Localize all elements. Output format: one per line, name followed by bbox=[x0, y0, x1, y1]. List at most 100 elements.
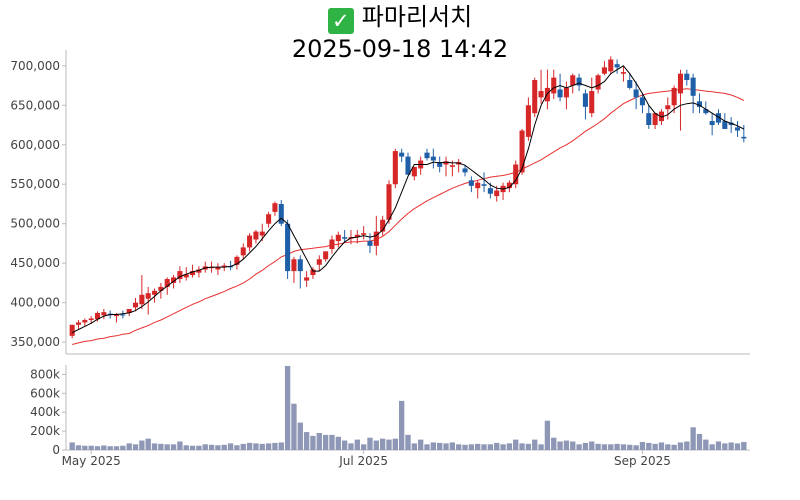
candle-body bbox=[234, 256, 240, 265]
candle-body bbox=[190, 271, 196, 276]
chart-title: ✓ 파마리서치 bbox=[0, 0, 800, 34]
candle-body bbox=[627, 80, 633, 88]
volume-bar bbox=[608, 444, 614, 450]
candle-body bbox=[380, 219, 386, 232]
candle-body bbox=[709, 121, 715, 126]
volume-bar bbox=[684, 441, 690, 450]
candle-body bbox=[741, 136, 747, 139]
volume-bar bbox=[240, 443, 246, 450]
volume-bar bbox=[506, 443, 513, 450]
volume-y-tick-label: 800k bbox=[30, 367, 60, 381]
volume-bar bbox=[164, 444, 170, 450]
candle-body bbox=[158, 286, 164, 291]
volume-bar bbox=[215, 445, 221, 450]
x-tick-label: May 2025 bbox=[62, 454, 121, 468]
candle-body bbox=[259, 231, 265, 236]
volume-bar bbox=[107, 446, 113, 450]
volume-bar bbox=[322, 434, 329, 450]
volume-bar bbox=[234, 445, 240, 450]
candle-body bbox=[715, 113, 722, 123]
candle-body bbox=[247, 235, 253, 248]
candle-body bbox=[373, 231, 379, 246]
volume-bar bbox=[132, 444, 139, 450]
candle-body bbox=[513, 164, 519, 185]
volume-bar bbox=[513, 439, 519, 450]
candle-body bbox=[253, 231, 259, 240]
volume-bar bbox=[690, 427, 696, 450]
check-mark-icon: ✓ bbox=[327, 8, 354, 34]
volume-bar bbox=[196, 445, 202, 450]
volume-bar bbox=[601, 444, 608, 450]
volume-bar bbox=[652, 443, 658, 450]
volume-bar bbox=[399, 400, 405, 450]
volume-bar bbox=[329, 434, 335, 450]
candle-body bbox=[532, 80, 538, 114]
candle-body bbox=[658, 111, 664, 122]
candle-body bbox=[272, 203, 278, 212]
candle-body bbox=[329, 239, 335, 249]
volume-bar bbox=[379, 438, 386, 450]
price-y-tick-label: 400,000 bbox=[10, 296, 60, 310]
volume-bar bbox=[253, 443, 259, 450]
candle-body bbox=[297, 259, 303, 272]
candle-body bbox=[354, 234, 360, 238]
volume-bar bbox=[709, 444, 715, 450]
candle-body bbox=[601, 67, 607, 74]
candle-body bbox=[608, 59, 614, 72]
volume-y-tick-label: 200k bbox=[30, 424, 60, 438]
candle-body bbox=[164, 278, 170, 287]
candle-body bbox=[570, 75, 576, 86]
candle-body bbox=[557, 89, 563, 98]
volume-y-tick-label: 0 bbox=[52, 443, 60, 457]
volume-bar bbox=[570, 441, 576, 450]
volume-bar bbox=[246, 442, 253, 450]
candle-body bbox=[126, 308, 132, 313]
candle-body bbox=[266, 214, 272, 224]
volume-bar bbox=[563, 440, 570, 450]
candle-body bbox=[69, 324, 75, 336]
candle-body bbox=[475, 182, 481, 189]
candle-body bbox=[551, 77, 557, 94]
candle-body bbox=[462, 168, 468, 173]
moving-average-long-line bbox=[72, 88, 745, 345]
volume-bar bbox=[639, 441, 646, 450]
volume-bar bbox=[348, 443, 354, 450]
volume-bar bbox=[303, 432, 310, 450]
candle-body bbox=[468, 180, 474, 186]
candle-body bbox=[652, 113, 658, 126]
candle-body bbox=[405, 156, 411, 175]
volume-bar bbox=[576, 444, 582, 450]
volume-bar bbox=[437, 442, 443, 450]
volume-bar bbox=[202, 444, 208, 450]
volume-bar bbox=[69, 442, 75, 450]
candle-body bbox=[285, 223, 291, 272]
price-panel: 350,000 400,000 450,000 500,000 550,000 600,0… bbox=[10, 50, 750, 355]
volume-y-tick-label: 400k bbox=[30, 405, 60, 419]
x-tick-label: Sep 2025 bbox=[614, 454, 671, 468]
volume-bar bbox=[544, 420, 551, 450]
candle-body bbox=[734, 127, 741, 131]
candle-body bbox=[437, 162, 443, 167]
volume-bar bbox=[703, 439, 709, 450]
candle-body bbox=[633, 89, 639, 98]
volume-bar bbox=[221, 444, 227, 450]
candle-body bbox=[595, 75, 601, 90]
volume-bar bbox=[259, 443, 265, 450]
volume-bar bbox=[487, 444, 494, 450]
candle-body bbox=[183, 274, 189, 278]
volume-bar bbox=[265, 443, 272, 450]
candle-body bbox=[424, 152, 430, 159]
volume-bar bbox=[715, 441, 722, 450]
candle-body bbox=[177, 271, 183, 279]
volume-bar bbox=[627, 444, 633, 450]
volume-bar bbox=[158, 443, 164, 450]
volume-bar bbox=[481, 444, 487, 450]
volume-bar bbox=[354, 439, 360, 450]
candle-body bbox=[665, 105, 671, 110]
candle-body bbox=[82, 320, 88, 323]
volume-bar bbox=[633, 445, 639, 450]
volume-bar bbox=[386, 439, 392, 450]
volume-bar bbox=[525, 443, 532, 450]
candle-body bbox=[113, 314, 120, 317]
chart-timestamp: 2025-09-18 14:42 bbox=[291, 35, 509, 63]
